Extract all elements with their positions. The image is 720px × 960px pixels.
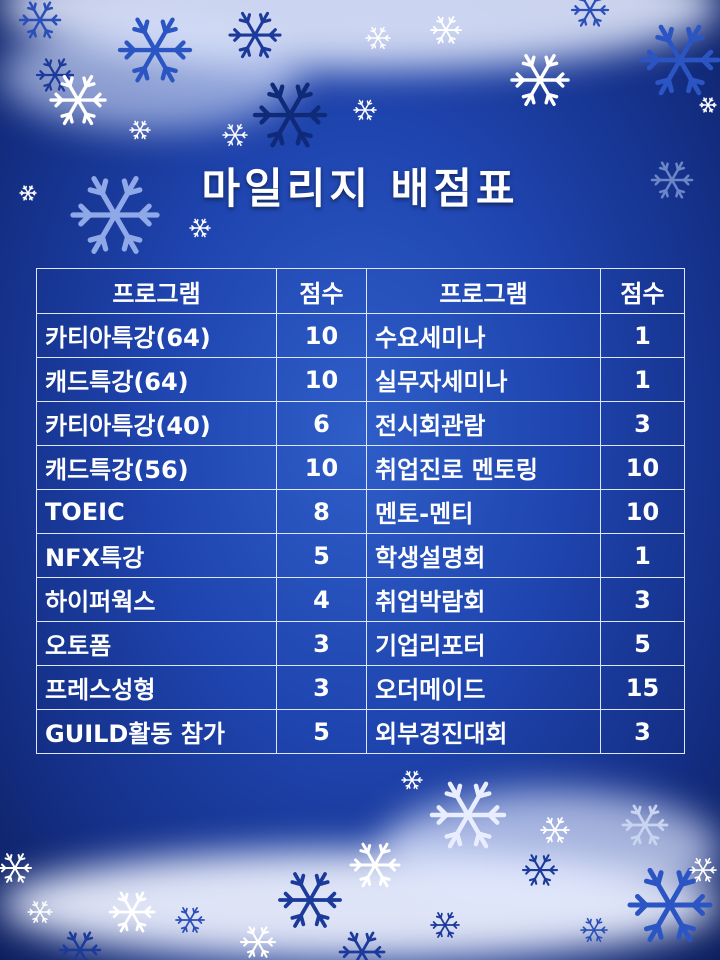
table-row: 카티아특강(40) 6 전시회관람 3 [36,401,685,446]
snowflake-icon [108,891,156,933]
snowflake-icon [689,857,717,883]
snowflake-icon [117,17,193,83]
page-title: 마일리지 배점표 [201,164,519,213]
program-right: 수요세미나 [366,313,601,358]
program-left: 프레스성형 [36,665,277,710]
table-row: TOEIC 8 멘토-멘티 10 [36,489,685,534]
snowflake-icon [540,817,570,843]
program-right: 취업박람회 [366,577,601,622]
header-score-right: 점수 [600,268,685,314]
table-header-row: 프로그램 점수 프로그램 점수 [36,268,685,314]
score-left: 10 [276,445,367,490]
header-program-left: 프로그램 [36,268,277,314]
snowflake-icon [353,99,377,121]
snowflake-icon [365,26,391,50]
snowflake-icon [0,853,32,883]
program-left: 캐드특강(56) [36,445,277,490]
score-left: 10 [276,313,367,358]
program-left: 오토폼 [36,621,277,666]
program-left: 캐드특강(64) [36,357,277,402]
snowflake-icon [222,123,248,147]
title-area: 마일리지 배점표 [0,155,720,216]
snowflake-icon [349,842,401,888]
table-row: 카티아특강(64) 10 수요세미나 1 [36,313,685,358]
score-right: 10 [600,445,685,490]
snowflake-icon [35,58,75,92]
score-left: 4 [276,577,367,622]
program-right: 실무자세미나 [366,357,601,402]
program-right: 외부경진대회 [366,709,601,754]
score-right: 1 [600,357,685,402]
program-left: 카티아특강(40) [36,401,277,446]
program-left: TOEIC [36,489,277,534]
score-right: 1 [600,313,685,358]
snowflake-icon [580,917,608,943]
table-row: 프레스성형 3 오더메이드 15 [36,665,685,710]
snowflake-icon [521,854,559,886]
header-score-left: 점수 [276,268,367,314]
score-left: 8 [276,489,367,534]
snowflake-icon [570,0,610,27]
snowflake-icon [228,11,282,59]
program-right: 취업진로 멘토링 [366,445,601,490]
snowflake-icon [49,74,107,126]
snowflake-icon [189,218,211,238]
header-program-right: 프로그램 [366,268,601,314]
program-right: 오더메이드 [366,665,601,710]
snowflake-icon [27,900,53,924]
program-left: GUILD활동 참가 [36,709,277,754]
table-row: 하이퍼웍스 4 취업박람회 3 [36,577,685,622]
snowflake-icon [175,907,205,933]
program-left: 하이퍼웍스 [36,577,277,622]
snowflake-icon [621,804,669,846]
score-right: 3 [600,401,685,446]
score-right: 1 [600,533,685,578]
snowflake-icon [429,781,507,849]
table-row: 캐드특강(56) 10 취업진로 멘토링 10 [36,445,685,490]
mileage-score-table: 프로그램 점수 프로그램 점수 카티아특강(64) 10 수요세미나 1 캐드특강(64… [36,268,685,754]
snowflake-icon [252,82,328,148]
score-left: 5 [276,709,367,754]
snowflake-icon [70,176,160,254]
snowflake-icon [278,872,342,928]
program-right: 멘토-멘티 [366,489,601,534]
score-right: 3 [600,577,685,622]
snowflake-icon [338,931,386,960]
snowflake-icon [650,161,694,199]
snowflake-icon [430,912,460,938]
score-left: 5 [276,533,367,578]
snowflake-icon [58,931,102,960]
snowflake-icon [627,867,713,943]
score-left: 6 [276,401,367,446]
score-right: 5 [600,621,685,666]
score-right: 3 [600,709,685,754]
snowflake-icon [430,16,462,44]
score-left: 10 [276,357,367,402]
table-row: NFX특강 5 학생설명회 1 [36,533,685,578]
snowflake-icon [18,1,62,39]
table-row: 캐드특강(64) 10 실무자세미나 1 [36,357,685,402]
snowflake-icon [19,185,37,201]
program-right: 전시회관람 [366,401,601,446]
score-left: 3 [276,665,367,710]
score-left: 3 [276,621,367,666]
table-row: 오토폼 3 기업리포터 5 [36,621,685,666]
score-right: 10 [600,489,685,534]
snowflake-icon [699,97,717,113]
snowflake-icon [510,54,570,106]
snowflake-icon [639,24,720,96]
snowflake-icon [129,120,151,140]
snowflake-icon [239,926,277,958]
program-right: 기업리포터 [366,621,601,666]
program-right: 학생설명회 [366,533,601,578]
program-left: NFX특강 [36,533,277,578]
snowflake-icon [401,770,423,790]
score-right: 15 [600,665,685,710]
table-row: GUILD활동 참가 5 외부경진대회 3 [36,709,685,754]
program-left: 카티아특강(64) [36,313,277,358]
